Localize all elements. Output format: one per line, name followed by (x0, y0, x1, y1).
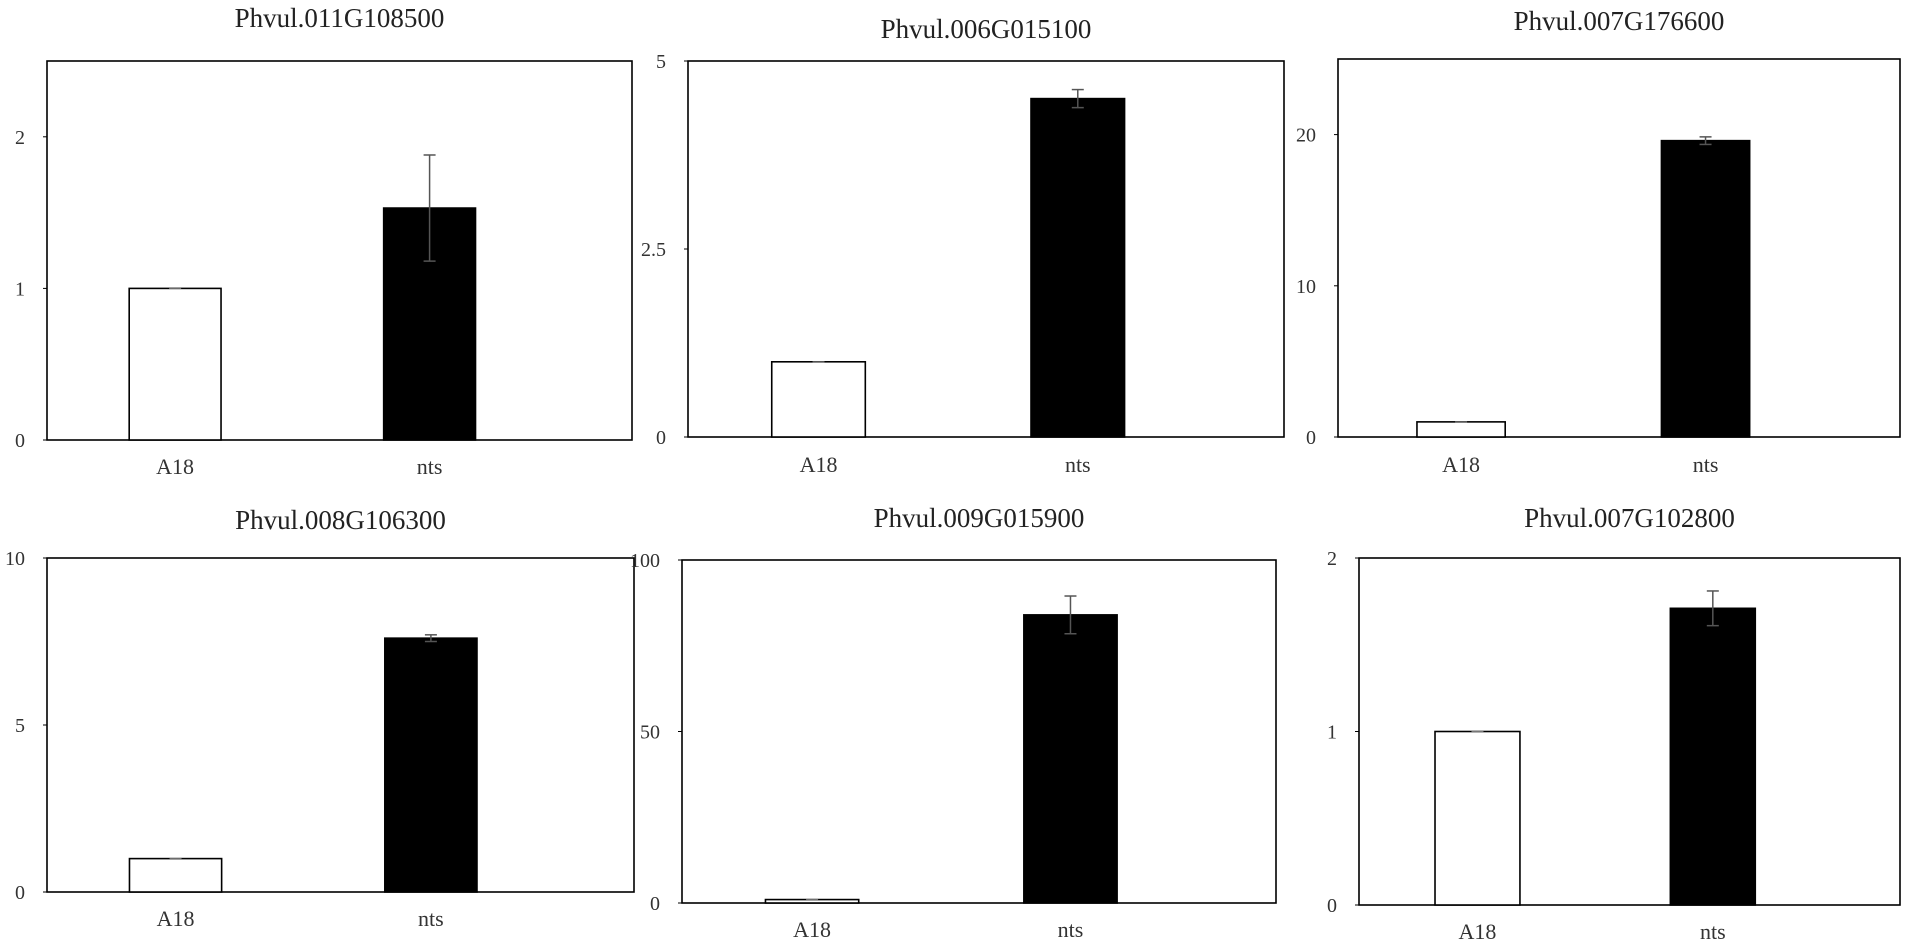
bar-a18 (1434, 730, 1521, 906)
plot-frame (1337, 58, 1901, 438)
y-tick-label: 5 (656, 51, 666, 73)
x-category-label: nts (418, 906, 444, 931)
chart-title: Phvul.007G176600 (1514, 6, 1725, 36)
x-category-label: nts (1693, 452, 1719, 477)
chart-panel: Phvul.008G106300 0 5 10 A18 nts (5, 505, 635, 931)
chart-title: Phvul.009G015900 (874, 503, 1085, 533)
plot-frame (46, 557, 635, 893)
y-tick-label: 2.5 (641, 239, 666, 261)
y-tick-label: 10 (5, 548, 25, 570)
chart-panel: Phvul.011G108500 0 1 2 A18 nts (15, 3, 633, 479)
y-tick-label: 0 (656, 427, 666, 449)
y-tick-label: 100 (630, 550, 660, 572)
chart-panel: Phvul.006G015100 0 2.5 5 A18 nts (641, 14, 1285, 477)
plot-frame (681, 559, 1277, 904)
bar-nts (384, 637, 478, 893)
bar-nts (1023, 614, 1118, 904)
x-category-label: nts (1058, 917, 1084, 942)
chart-panel: Phvul.007G102800 0 1 2 A18 nts (1327, 503, 1901, 944)
chart-title: Phvul.011G108500 (235, 3, 445, 33)
x-category-label: nts (1065, 452, 1091, 477)
y-tick-label: 0 (1327, 895, 1337, 917)
bar-a18 (1416, 421, 1506, 438)
bar-a18 (764, 898, 860, 904)
x-category-label: nts (417, 454, 443, 479)
y-tick-label: 1 (15, 278, 25, 300)
y-tick-label: 2 (1327, 548, 1337, 570)
plot-frame (46, 60, 633, 441)
y-tick-label: 0 (15, 882, 25, 904)
x-category-label: A18 (157, 906, 195, 931)
bar-a18 (128, 857, 223, 893)
y-tick-label: 1 (1327, 722, 1337, 744)
x-category-label: A18 (1459, 919, 1497, 944)
bar-a18 (770, 360, 867, 438)
chart-panel: Phvul.007G176600 0 10 20 A18 nts (1296, 6, 1901, 477)
x-category-label: A18 (156, 454, 194, 479)
bar-nts (1030, 97, 1126, 438)
chart-title: Phvul.006G015100 (881, 14, 1092, 44)
bar-nts (1660, 139, 1751, 438)
y-tick-label: 0 (1306, 427, 1316, 449)
chart-title: Phvul.008G106300 (235, 505, 446, 535)
y-tick-label: 50 (640, 722, 660, 744)
y-tick-label: 0 (15, 430, 25, 452)
y-tick-label: 0 (650, 893, 660, 915)
bar-a18 (128, 287, 222, 441)
chart-title: Phvul.007G102800 (1524, 503, 1735, 533)
y-tick-label: 10 (1296, 276, 1316, 298)
x-category-label: A18 (800, 452, 838, 477)
y-tick-label: 5 (15, 715, 25, 737)
bar-nts (1669, 607, 1757, 906)
y-tick-label: 20 (1296, 125, 1316, 147)
x-category-label: A18 (1442, 452, 1480, 477)
y-tick-label: 2 (15, 127, 25, 149)
x-category-label: nts (1700, 919, 1726, 944)
x-category-label: A18 (793, 917, 831, 942)
chart-panel: Phvul.009G015900 0 50 100 A18 nts (630, 503, 1277, 942)
